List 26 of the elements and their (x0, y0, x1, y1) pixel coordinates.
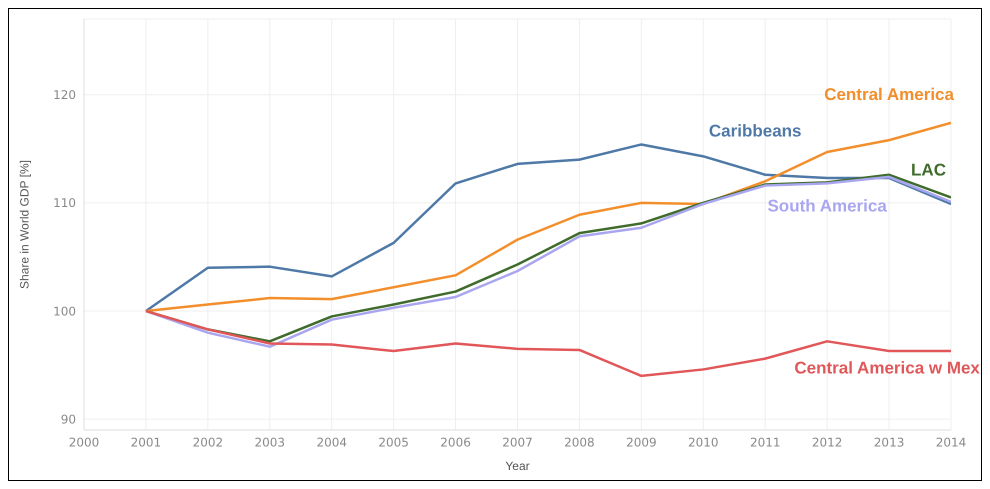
x-tick-label: 2012 (812, 436, 842, 450)
x-tick-label: 2003 (254, 436, 286, 450)
x-tick-label: 2010 (688, 436, 719, 450)
x-tick-label: 2001 (130, 436, 162, 450)
x-tick-label: 2008 (564, 436, 595, 450)
series-label: Central America w Mex (794, 358, 980, 378)
y-tick-label: 100 (53, 304, 76, 318)
x-axis-title: Year (505, 459, 530, 473)
y-tick-label: 110 (53, 196, 76, 210)
y-tick-label: 120 (53, 88, 76, 102)
y-axis-title: Share in World GDP [%] (17, 160, 32, 289)
x-tick-label: 2005 (378, 436, 409, 450)
series-label: South America (767, 196, 888, 216)
x-tick-label: 2014 (936, 436, 966, 450)
x-tick-label: 2009 (626, 436, 657, 450)
x-tick-label: 2000 (68, 436, 100, 450)
series-label: LAC (911, 160, 946, 180)
x-tick-label: 2004 (316, 436, 347, 450)
x-tick-label: 2002 (192, 436, 224, 450)
series-label: Caribbeans (708, 122, 802, 141)
y-tick-label: 90 (60, 412, 76, 426)
series-label: Central America (824, 85, 954, 104)
x-tick-label: 2007 (502, 436, 533, 450)
x-tick-label: 2011 (750, 436, 780, 450)
x-tick-label: 2013 (874, 436, 904, 450)
x-tick-label: 2006 (440, 436, 471, 450)
